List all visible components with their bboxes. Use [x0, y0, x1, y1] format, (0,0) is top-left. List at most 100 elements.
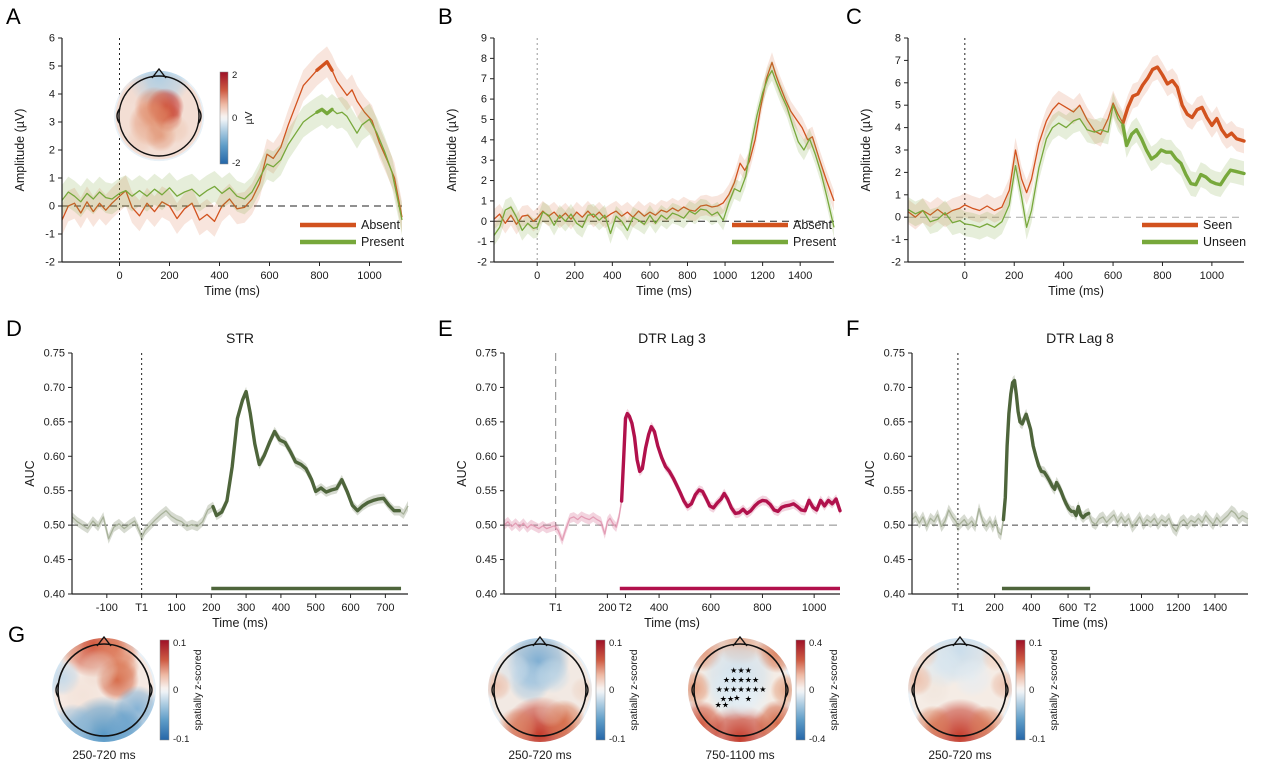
topomap-field [52, 638, 156, 742]
x-tick-label: 600 [702, 602, 720, 614]
significance-star: ★ [745, 694, 752, 703]
y-tick-label: -1 [477, 236, 487, 248]
panel-B: B 0 200 400 600 800 1000 1200 1400 -2 -1 0 1 2 3 4 5 6 7 8… [438, 4, 862, 310]
topomap-caption: 250-720 ms [508, 748, 571, 762]
series-bold-0 [315, 60, 334, 72]
colorbar-tick: -0.1 [609, 734, 625, 745]
left-ear [55, 681, 60, 699]
x-tick-label: 800 [310, 270, 328, 282]
y-tick-label: 4 [481, 134, 487, 146]
left-ear [691, 681, 696, 699]
colorbar-tick: 0.1 [1029, 638, 1042, 649]
y-axis-label: Amplitude (µV) [13, 109, 27, 192]
y-tick-label: -2 [477, 257, 487, 269]
nose [151, 67, 167, 79]
topomap-field [113, 70, 205, 162]
x-tick-label: 800 [753, 602, 771, 614]
y-tick-label: 0.65 [884, 416, 905, 428]
head-outline [913, 643, 1007, 737]
y-tick-label: 5 [49, 61, 55, 73]
x-tick-label: 0 [116, 270, 122, 282]
significance-star: ★ [745, 666, 752, 675]
x-tick-label: 700 [376, 602, 394, 614]
x-tick-label: 300 [237, 602, 255, 614]
topomap-caption: 750-1100 ms [705, 748, 774, 762]
y-tick-label: 0.65 [476, 416, 497, 428]
head-outline [118, 75, 200, 157]
significance-star: ★ [745, 685, 752, 694]
y-tick-label: 4 [49, 89, 55, 101]
y-tick-label: 6 [895, 77, 901, 89]
x-tick-label: 200 [985, 602, 1003, 614]
series-bold-0 [211, 389, 401, 518]
significance-star: ★ [716, 685, 723, 694]
series-band-1 [62, 94, 402, 236]
y-tick-label: 3 [49, 117, 55, 129]
series-band-0 [62, 46, 402, 237]
x-tick-label: 600 [260, 270, 278, 282]
x-tick-label: 400 [272, 602, 290, 614]
x-axis-label: Time (ms) [1052, 616, 1108, 630]
panel-F: F T1 200 400 600 T2 1000 1200 1400 0.40 0.45 0.50 0… [846, 316, 1268, 630]
colorbar-label: spatially z-scored [192, 649, 204, 730]
colorbar-tick: 2 [232, 70, 237, 81]
panel-A-chart: 0 200 400 600 800 1000 -2 -1 0 1 2 3 4 5 6 Time (ms) Amp… [13, 33, 405, 299]
significance-star: ★ [727, 694, 734, 703]
topomap-dtr3-early: 0.1 0 -0.1 spatially z-scored 250-720 ms [468, 630, 680, 762]
panel-C-chart: 0 200 400 600 800 1000 -2 -1 0 1 2 3 4 5 6 7 8 Time (ms) A… [859, 33, 1246, 299]
panel-D-chart: -100 T1 100 200 300 400 500 600 700 0.40 0.45 0.50 0… [23, 330, 409, 630]
y-tick-label: 0.50 [884, 520, 905, 532]
significance-star: ★ [730, 666, 737, 675]
y-tick-label: 0 [481, 216, 487, 228]
y-tick-label: 0 [895, 212, 901, 224]
colorbar-tick: -0.1 [173, 734, 189, 745]
x-tick-label: 0 [534, 270, 540, 282]
topomap-str: 0.1 0 -0.1 spatially z-scored 250-720 ms [32, 630, 244, 762]
y-tick-label: 7 [481, 73, 487, 85]
y-tick-label: 4 [895, 122, 901, 134]
colorbar-label: spatially z-scored [828, 649, 840, 730]
panel-D: D -100 T1 100 200 300 400 500 600 700 0.40 0.45 0.5… [6, 316, 430, 630]
x-tick-label: 1000 [713, 270, 737, 282]
colorbar-tick: -2 [232, 158, 240, 169]
x-tick-label: T2 [619, 602, 632, 614]
significance-star: ★ [737, 676, 744, 685]
x-tick-label: 600 [641, 270, 659, 282]
y-tick-label: 2 [481, 175, 487, 187]
significance-star: ★ [752, 676, 759, 685]
x-tick-label: 800 [1153, 270, 1171, 282]
panel-E-letter: E [438, 316, 453, 341]
x-tick-label: 1000 [802, 602, 826, 614]
y-tick-label: 0.55 [884, 485, 905, 497]
nose [96, 635, 112, 647]
y-tick-label: 0.75 [476, 348, 497, 360]
y-tick-label: 0.45 [884, 554, 905, 566]
significance-star: ★ [745, 676, 752, 685]
y-tick-label: 0.40 [44, 589, 65, 601]
series-line-0 [61, 61, 403, 223]
panel-title: DTR Lag 3 [638, 330, 706, 346]
x-tick-label: 200 [202, 602, 220, 614]
x-tick-label: 400 [603, 270, 621, 282]
colorbar [159, 639, 170, 741]
x-tick-label: T1 [951, 602, 964, 614]
panel-B-chart: 0 200 400 600 800 1000 1200 1400 -2 -1 0 1 2 3 4 5 6 7 8 9 T… [445, 33, 837, 299]
significance-star: ★ [722, 701, 729, 710]
panel-A: A 0 200 400 600 800 1000 -2 -1 0 1 2 3 4 5 6 Time (ms) A… [6, 4, 430, 310]
x-tick-label: 500 [307, 602, 325, 614]
colorbar-tick: 0.1 [173, 638, 186, 649]
x-tick-label: 0 [962, 270, 968, 282]
x-tick-label: 600 [1104, 270, 1122, 282]
x-tick-label: T2 [1084, 602, 1097, 614]
x-tick-label: 1000 [1129, 602, 1153, 614]
right-ear [148, 681, 153, 699]
y-axis-label: Amplitude (µV) [859, 109, 873, 192]
y-tick-label: 0.70 [476, 382, 497, 394]
significance-star: ★ [752, 685, 759, 694]
x-tick-label: -100 [96, 602, 118, 614]
panel-A-letter: A [6, 4, 21, 29]
left-ear [116, 107, 121, 125]
x-tick-label: 600 [1059, 602, 1077, 614]
x-axis-label: Time (ms) [212, 616, 268, 630]
colorbar-label: µV [243, 111, 255, 124]
